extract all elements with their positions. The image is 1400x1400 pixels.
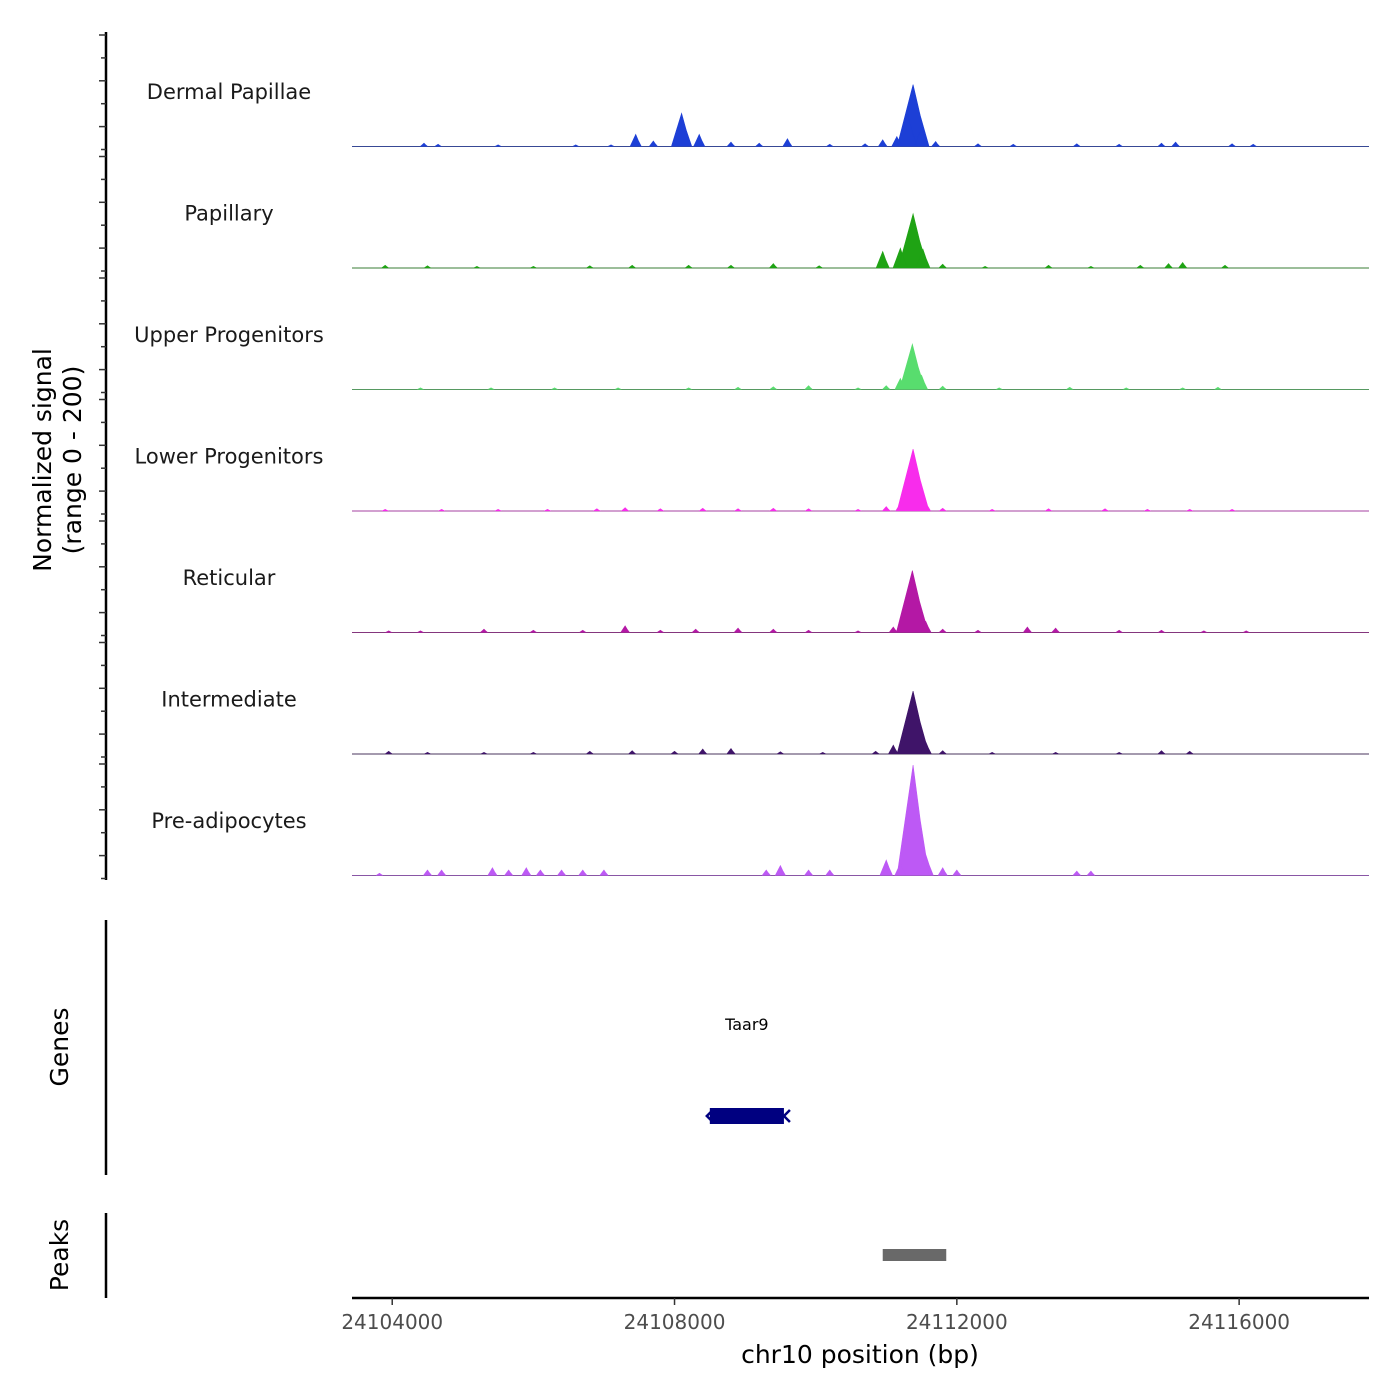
track-label: Reticular — [183, 566, 276, 590]
peaks-panel: Peaks — [45, 1213, 947, 1298]
x-tick-label: 24116000 — [1188, 1310, 1290, 1334]
peak-features — [882, 1249, 947, 1261]
track-label: Lower Progenitors — [135, 445, 324, 469]
track-lower-progenitors: Lower Progenitors — [135, 445, 1369, 512]
signal-tracks: Dermal Papillae Papillary Upper Progenitor… — [134, 80, 1369, 876]
track-pre-adipocytes: Pre-adipocytes — [151, 764, 1369, 876]
signal-area — [352, 84, 1369, 147]
signal-panel: Normalized signal(range 0 - 200) Dermal … — [28, 32, 1369, 880]
x-axis-ticks: 24104000 24108000 24112000 24116000 — [341, 1298, 1290, 1334]
x-axis: 24104000 24108000 24112000 24116000 chr10 p… — [341, 1296, 1369, 1369]
track-label: Dermal Papillae — [147, 80, 311, 104]
track-label: Pre-adipocytes — [151, 809, 306, 833]
track-label: Papillary — [184, 202, 273, 226]
peaks-panel-label: Peaks — [45, 1219, 74, 1291]
genes-panel: Genes Taar9 — [45, 920, 791, 1175]
x-tick-label: 24112000 — [906, 1310, 1008, 1334]
signal-area — [352, 764, 1369, 876]
strand-arrow — [782, 1109, 791, 1123]
genes-panel-label: Genes — [45, 1007, 74, 1086]
track-papillary: Papillary — [184, 202, 1369, 269]
signal-area — [352, 212, 1369, 269]
gene-body — [709, 1108, 784, 1124]
gene-label: Taar9 — [724, 1015, 769, 1034]
signal-area — [352, 570, 1369, 633]
gene-features: Taar9 — [705, 1015, 791, 1124]
track-intermediate: Intermediate — [161, 688, 1369, 755]
x-tick-label: 24108000 — [624, 1310, 726, 1334]
track-reticular: Reticular — [183, 566, 1369, 633]
track-label: Intermediate — [161, 688, 297, 712]
track-label: Upper Progenitors — [134, 323, 324, 347]
signal-area — [352, 343, 1369, 390]
track-dermal-papillae: Dermal Papillae — [147, 80, 1369, 147]
signal-y-axis-ticks — [99, 34, 106, 880]
x-axis-title: chr10 position (bp) — [741, 1340, 979, 1369]
signal-y-axis-title: Normalized signal(range 0 - 200) — [28, 348, 87, 572]
peak-region — [882, 1249, 947, 1261]
track-upper-progenitors: Upper Progenitors — [134, 323, 1369, 390]
signal-area — [352, 449, 1369, 512]
strand-arrow — [705, 1110, 713, 1122]
x-tick-label: 24104000 — [341, 1310, 443, 1334]
signal-area — [352, 690, 1369, 755]
